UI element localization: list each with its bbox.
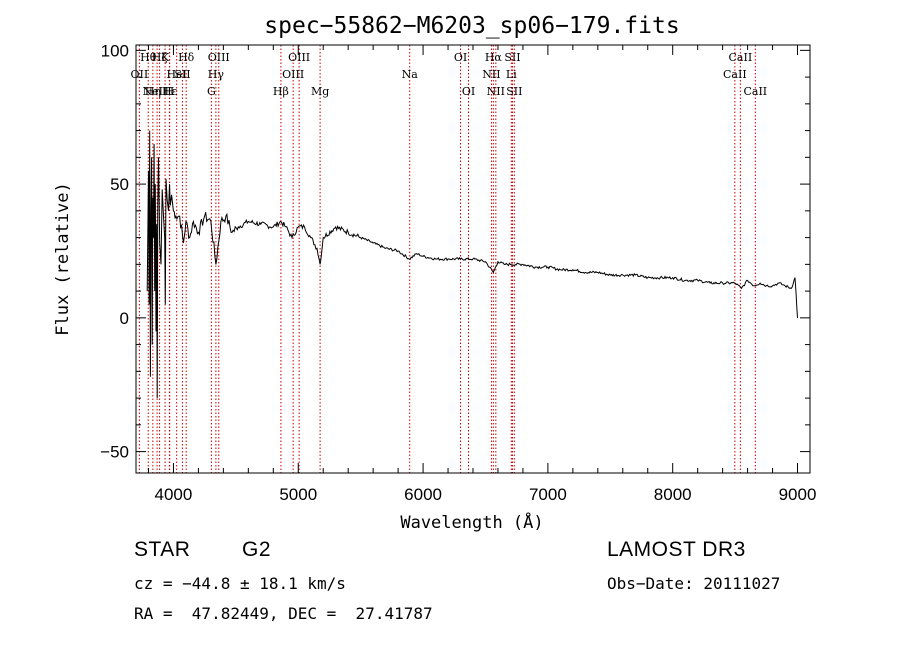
emission-line-label: OIII (282, 68, 304, 81)
x-tick-label: 7000 (529, 485, 567, 504)
survey-name: LAMOST DR3 (607, 538, 746, 561)
y-tick-label: −50 (100, 443, 129, 462)
object-subclass: G2 (242, 538, 272, 561)
x-tick-label: 8000 (654, 485, 692, 504)
x-tick-label: 9000 (779, 485, 817, 504)
y-tick-label: 0 (120, 309, 129, 328)
emission-line-label: Hγ (208, 68, 225, 81)
emission-line-label: HeI (166, 68, 186, 81)
emission-line-label: K (161, 51, 170, 64)
object-class: STAR (134, 538, 191, 561)
emission-line-label: SII (506, 85, 522, 98)
y-axis-label: Flux (relative) (53, 182, 73, 336)
emission-line-label: Hα (485, 51, 503, 64)
coords-text: RA = 47.82449, DEC = 27.41787 (134, 604, 433, 623)
emission-line-label: H (165, 85, 175, 98)
y-tick-label: 50 (110, 175, 129, 194)
emission-line-labels: OIIHθHηNeIIIHζKHHεHeISIIHδGHγOIIIHβOIIIO… (131, 51, 768, 98)
emission-line-label: Hε (162, 85, 178, 98)
emission-line-label: Hθ (140, 51, 157, 64)
emission-line-label: CaII (743, 85, 767, 98)
y-axis: 100 50 0 −50 (100, 41, 810, 462)
emission-line-label: Hδ (178, 51, 195, 64)
emission-line-label: OII (131, 68, 149, 81)
emission-line-label: Mg (311, 85, 329, 98)
spectrum-series (146, 130, 798, 399)
emission-line-label: Hβ (273, 85, 289, 98)
emission-line-label: SII (174, 68, 190, 81)
emission-line-label: Li (506, 68, 517, 81)
emission-line-label: NII (487, 85, 505, 98)
emission-line-label: OI (462, 85, 475, 98)
emission-line-label: OI (454, 51, 467, 64)
emission-line-label: G (207, 85, 216, 98)
x-axis-label: Wavelength (Å) (400, 511, 543, 533)
emission-line-markers (138, 45, 756, 473)
emission-line-label: NII (482, 68, 500, 81)
redshift-text: cz = −44.8 ± 18.1 km/s (134, 574, 346, 593)
emission-line-label: Na (402, 68, 419, 81)
y-tick-label: 100 (101, 41, 129, 60)
x-tick-label: 5000 (279, 485, 317, 504)
emission-line-label: CaII (723, 68, 747, 81)
emission-line-label: NeIII (143, 85, 172, 98)
emission-line-label: CaII (729, 51, 753, 64)
chart-title: spec−55862−M6203_sp06−179.fits (264, 13, 679, 39)
emission-line-label: OIII (288, 51, 310, 64)
obs-date-text: Obs−Date: 20111027 (607, 574, 781, 593)
x-tick-label: 4000 (155, 485, 193, 504)
emission-line-label: Hη (145, 85, 161, 98)
emission-line-label: OIII (208, 51, 230, 64)
x-axis: 4000 5000 6000 7000 8000 9000 (147, 45, 817, 504)
x-tick-label: 6000 (404, 485, 442, 504)
emission-line-label: SII (504, 51, 520, 64)
emission-line-label: Hζ (152, 51, 168, 64)
spectrum-line (146, 130, 798, 399)
